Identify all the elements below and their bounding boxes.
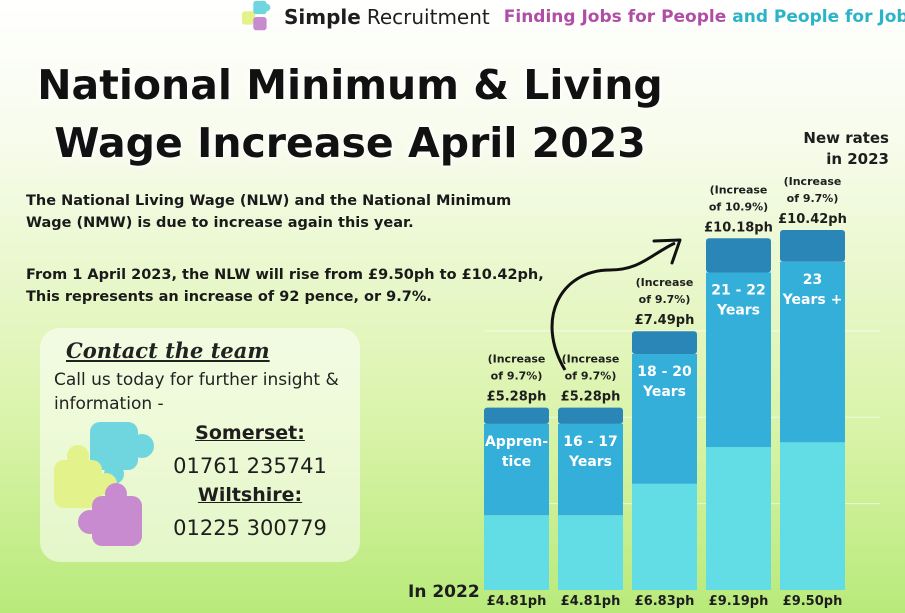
category-label-4-0: 23	[803, 272, 822, 288]
bar-base-segment-0	[484, 515, 549, 590]
new-rate-label-0: £5.28ph	[487, 390, 547, 405]
contact-title: Contact the team	[66, 338, 270, 363]
page-title: National Minimum & Living Wage Increase …	[20, 56, 680, 172]
category-label-4-1: Years +	[782, 292, 843, 308]
old-rate-label-1: £4.81ph	[561, 594, 621, 609]
brand-name-regular: Recruitment	[366, 5, 490, 29]
new-rate-label-2: £7.49ph	[635, 313, 695, 328]
in-2022-label: In 2022	[408, 582, 480, 602]
bar-base-segment-4	[780, 442, 845, 590]
new-rate-label-1: £5.28ph	[561, 390, 621, 405]
category-label-1-1: Years	[568, 454, 612, 470]
category-label-3-0: 21 - 22	[711, 282, 766, 298]
old-rate-label-0: £4.81ph	[487, 594, 547, 609]
bar-increase-segment-4	[780, 230, 845, 262]
new-rate-label-4: £10.42ph	[778, 212, 847, 227]
increase-label-2-1: of 9.7%)	[639, 293, 691, 306]
bar-increase-segment-3	[706, 238, 771, 273]
category-label-0-0: Appren-	[485, 434, 548, 450]
wiltshire-label: Wiltshire:	[197, 484, 303, 506]
bar-2022-segment-1	[558, 423, 623, 516]
increase-label-4-1: of 9.7%)	[787, 192, 839, 205]
bar-2022-segment-4	[780, 261, 845, 443]
contact-message: Call us today for further insight & info…	[54, 370, 339, 414]
tagline-part-2: and People for Jobs	[732, 7, 905, 27]
increase-paragraph-line-2: This represents an increase of 92 pence,…	[26, 289, 432, 305]
new-rates-line-2: in 2023	[826, 150, 889, 168]
increase-label-4-0: (Increase	[784, 175, 842, 188]
tagline-part-1: Finding Jobs for People	[503, 7, 727, 27]
increase-paragraph: From 1 April 2023, the NLW will rise fro…	[26, 264, 546, 308]
somerset-phone[interactable]: 01761 235741	[173, 454, 327, 478]
bar-2022-segment-2	[632, 354, 697, 484]
bar-base-segment-3	[706, 447, 771, 590]
increase-label-2-0: (Increase	[636, 276, 694, 289]
bar-increase-segment-0	[484, 407, 549, 424]
increase-label-0-1: of 9.7%)	[491, 370, 543, 383]
increase-label-1-1: of 9.7%)	[565, 370, 617, 383]
somerset-label: Somerset:	[195, 422, 305, 444]
new-rates-line-1: New rates	[803, 129, 889, 147]
new-rates-heading: New rates in 2023	[779, 128, 889, 170]
bar-increase-segment-1	[558, 407, 623, 424]
puzzle-pieces-icon	[54, 422, 154, 546]
bar-2022-segment-0	[484, 423, 549, 516]
old-rate-label-2: £6.83ph	[635, 594, 695, 609]
category-label-3-1: Years	[716, 302, 760, 318]
increase-paragraph-line-1: From 1 April 2023, the NLW will rise fro…	[26, 267, 544, 283]
old-rate-label-4: £9.50ph	[783, 594, 843, 609]
brand-name-bold: Simple	[284, 5, 361, 29]
increase-label-3-0: (Increase	[710, 183, 768, 196]
category-label-2-0: 18 - 20	[637, 364, 692, 380]
trend-arrow-head	[652, 238, 682, 265]
category-label-1-0: 16 - 17	[563, 434, 618, 450]
new-rate-label-3: £10.18ph	[704, 220, 773, 235]
bar-increase-segment-2	[632, 331, 697, 355]
increase-label-3-1: of 10.9%)	[709, 200, 768, 213]
page-title-line-1: National Minimum & Living	[37, 61, 663, 109]
trend-arrow-line	[550, 241, 676, 371]
category-label-2-1: Years	[642, 384, 686, 400]
intro-paragraph: The National Living Wage (NLW) and the N…	[26, 193, 512, 231]
bar-2022-segment-3	[706, 272, 771, 448]
increase-label-1-0: (Increase	[562, 353, 620, 366]
category-label-0-1: tice	[502, 454, 531, 470]
bar-base-segment-1	[558, 515, 623, 590]
old-rate-label-3: £9.19ph	[709, 594, 769, 609]
contact-card: Contact the team Call us today for furth…	[40, 328, 360, 562]
increase-label-0-0: (Increase	[488, 353, 546, 366]
puzzle-logo-icon	[241, 0, 271, 31]
page-title-line-2: Wage Increase April 2023	[54, 119, 646, 167]
wiltshire-phone[interactable]: 01225 300779	[173, 516, 327, 540]
header: Simple Recruitment Finding Jobs for Peop…	[240, 0, 905, 34]
bar-base-segment-2	[632, 483, 697, 590]
